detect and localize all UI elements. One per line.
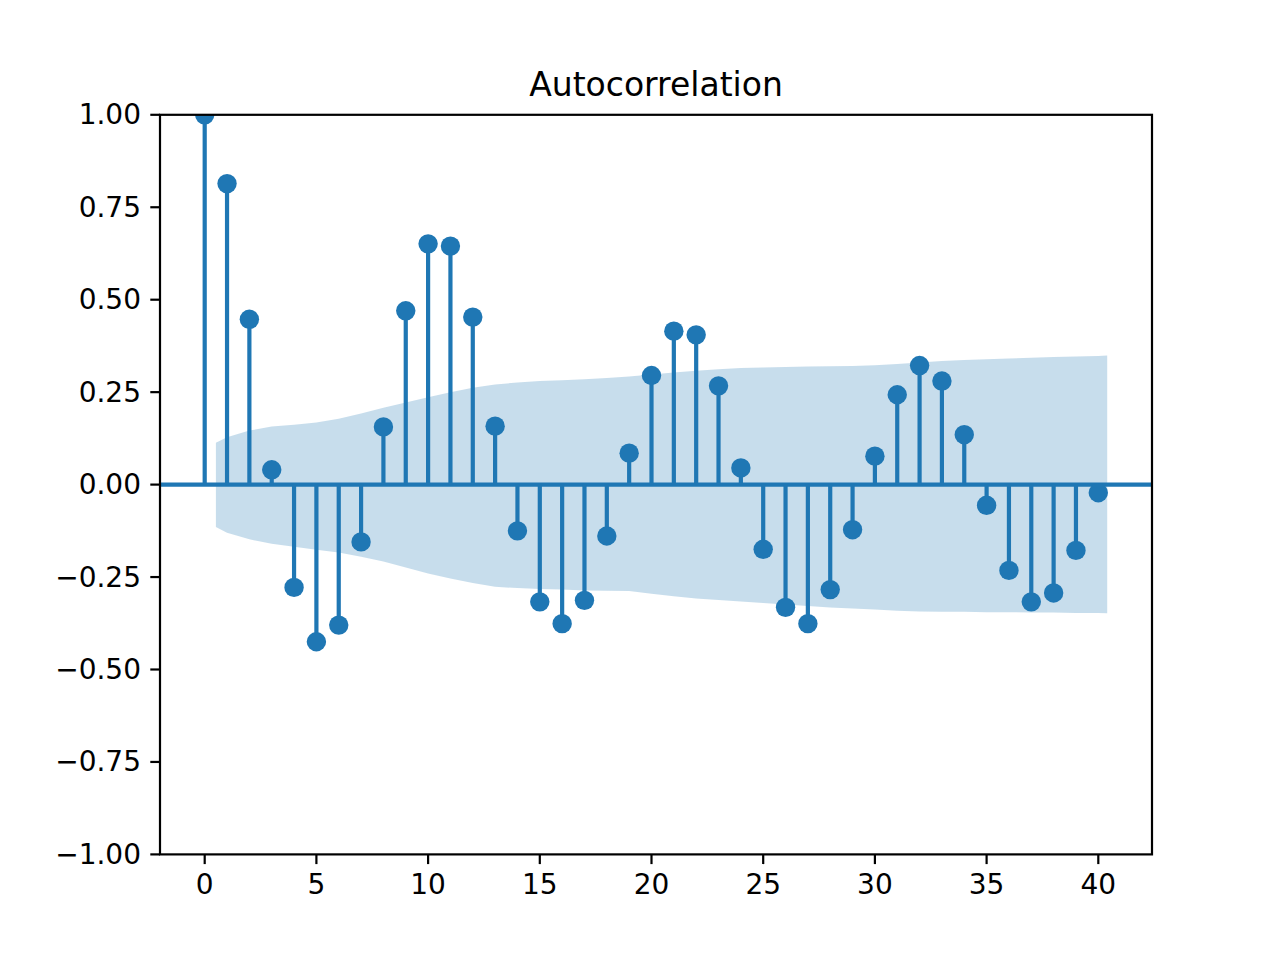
marker-lag-22: [686, 325, 705, 344]
x-tick-label: 15: [522, 868, 558, 901]
marker-lag-32: [910, 356, 929, 375]
marker-lag-11: [441, 236, 460, 255]
chart-title: Autocorrelation: [529, 65, 783, 104]
marker-lag-35: [977, 496, 996, 515]
marker-lag-20: [642, 366, 661, 385]
marker-lag-8: [374, 417, 393, 436]
x-tick-label: 0: [196, 868, 214, 901]
marker-lag-17: [575, 591, 594, 610]
marker-lag-40: [1089, 483, 1108, 502]
marker-lag-7: [351, 532, 370, 551]
marker-lag-34: [955, 425, 974, 444]
x-tick-label: 10: [410, 868, 446, 901]
marker-lag-4: [284, 578, 303, 597]
plot-area: [160, 105, 1152, 651]
marker-lag-6: [329, 615, 348, 634]
marker-lag-2: [240, 310, 259, 329]
marker-lag-10: [418, 234, 437, 253]
y-tick-label: −0.25: [55, 561, 141, 594]
marker-lag-38: [1044, 583, 1063, 602]
marker-lag-26: [776, 598, 795, 617]
marker-lag-33: [932, 371, 951, 390]
marker-lag-25: [754, 540, 773, 559]
marker-lag-15: [530, 592, 549, 611]
marker-lag-12: [463, 307, 482, 326]
marker-lag-3: [262, 460, 281, 479]
figure-canvas: 1.00 0.75 0.50 0.25 0.00 −0.25 −0.50 −0.75 −1.00…: [0, 0, 1280, 960]
marker-lag-30: [865, 446, 884, 465]
marker-lag-37: [1022, 592, 1041, 611]
marker-lag-16: [552, 614, 571, 633]
x-tick-label: 25: [745, 868, 781, 901]
y-tick-label: −0.50: [55, 653, 141, 686]
marker-lag-9: [396, 301, 415, 320]
marker-lag-19: [619, 443, 638, 462]
marker-lag-27: [798, 614, 817, 633]
y-tick-label: −1.00: [55, 838, 141, 871]
y-tick-label: 0.50: [79, 283, 141, 316]
marker-lag-39: [1066, 541, 1085, 560]
marker-lag-21: [664, 321, 683, 340]
marker-lag-28: [821, 580, 840, 599]
y-tick-label: −0.75: [55, 745, 141, 778]
marker-lag-23: [709, 376, 728, 395]
x-tick-label: 20: [634, 868, 670, 901]
x-tick-label: 35: [969, 868, 1005, 901]
y-tick-label: 1.00: [79, 98, 141, 131]
x-tick-label: 30: [857, 868, 893, 901]
marker-lag-36: [999, 561, 1018, 580]
y-tick-label: 0.25: [79, 376, 141, 409]
marker-lag-24: [731, 458, 750, 477]
marker-lag-1: [217, 174, 236, 193]
y-tick-label: 0.75: [79, 191, 141, 224]
marker-lag-18: [597, 526, 616, 545]
autocorrelation-chart: 1.00 0.75 0.50 0.25 0.00 −0.25 −0.50 −0.75 −1.00…: [0, 0, 1280, 960]
marker-lag-31: [888, 385, 907, 404]
marker-lag-13: [485, 416, 504, 435]
x-tick-label: 5: [307, 868, 325, 901]
marker-lag-14: [508, 521, 527, 540]
marker-lag-29: [843, 520, 862, 539]
marker-lag-5: [307, 632, 326, 651]
x-tick-label: 40: [1080, 868, 1116, 901]
y-tick-label: 0.00: [79, 468, 141, 501]
